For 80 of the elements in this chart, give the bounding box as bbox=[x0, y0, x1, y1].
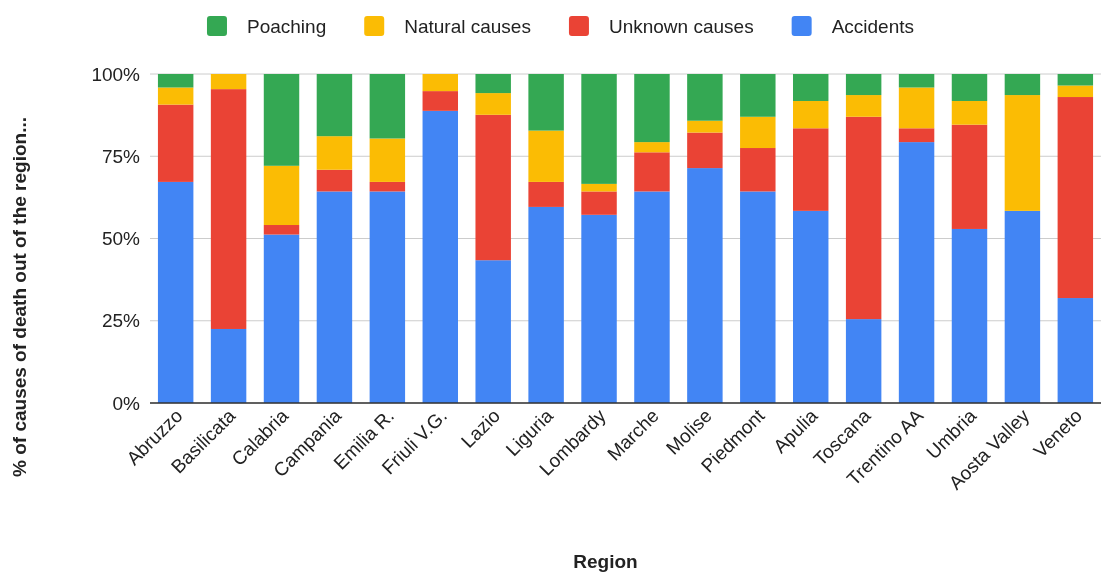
y-tick-label: 25% bbox=[101, 310, 141, 332]
bar bbox=[1057, 298, 1094, 403]
legend-label: Poaching bbox=[246, 16, 327, 37]
bar bbox=[157, 181, 194, 403]
bar bbox=[316, 169, 353, 192]
bar bbox=[793, 100, 829, 129]
bar bbox=[210, 328, 247, 403]
bar bbox=[898, 74, 935, 88]
bar bbox=[263, 165, 300, 226]
x-axis-title: Region bbox=[573, 551, 638, 572]
bar bbox=[1004, 95, 1041, 211]
bar bbox=[687, 132, 723, 169]
bar bbox=[369, 74, 406, 139]
legend-label: Accidents bbox=[831, 16, 915, 37]
bar bbox=[528, 130, 564, 182]
bar bbox=[793, 74, 829, 101]
bar bbox=[740, 74, 776, 117]
bar bbox=[1057, 97, 1094, 299]
bar bbox=[1057, 85, 1094, 98]
bar bbox=[1057, 74, 1094, 86]
y-tick-label: 75% bbox=[101, 145, 141, 167]
bar bbox=[369, 191, 406, 403]
bar bbox=[475, 93, 511, 115]
bar bbox=[369, 181, 406, 192]
bar bbox=[793, 128, 829, 211]
bar bbox=[951, 74, 988, 101]
bar bbox=[422, 110, 458, 403]
bar bbox=[528, 74, 564, 131]
bar bbox=[581, 183, 617, 192]
bar bbox=[898, 87, 935, 129]
bar bbox=[634, 152, 670, 192]
bar bbox=[951, 100, 988, 125]
bar bbox=[845, 74, 882, 96]
bar bbox=[951, 124, 988, 229]
bar bbox=[157, 104, 194, 182]
bar bbox=[475, 74, 511, 94]
bar bbox=[157, 74, 194, 88]
bar bbox=[263, 74, 300, 166]
y-tick-label: 100% bbox=[91, 63, 141, 85]
bar bbox=[687, 168, 723, 403]
bar bbox=[422, 91, 458, 111]
bar bbox=[581, 191, 617, 215]
bar bbox=[475, 260, 511, 403]
bar bbox=[634, 191, 670, 403]
bar bbox=[845, 95, 882, 117]
bar bbox=[210, 74, 247, 90]
bar bbox=[898, 128, 935, 143]
bar bbox=[581, 74, 617, 184]
legend-label: Unknown causes bbox=[608, 16, 754, 37]
bar bbox=[316, 136, 353, 170]
bar bbox=[740, 116, 776, 149]
bar bbox=[369, 138, 406, 182]
bar bbox=[634, 74, 670, 143]
bar bbox=[422, 74, 458, 92]
bar bbox=[1004, 210, 1041, 403]
bar bbox=[740, 191, 776, 403]
bar bbox=[687, 120, 723, 133]
bar bbox=[687, 74, 723, 121]
bar bbox=[793, 210, 829, 403]
bar bbox=[581, 214, 617, 403]
bar bbox=[316, 74, 353, 137]
y-tick-label: 0% bbox=[112, 392, 141, 414]
bar bbox=[528, 181, 564, 207]
bar bbox=[740, 148, 776, 192]
y-tick-label: 50% bbox=[101, 228, 141, 250]
bar bbox=[263, 234, 300, 403]
bar bbox=[1004, 74, 1041, 96]
bar bbox=[845, 116, 882, 320]
bar bbox=[951, 228, 988, 403]
legend-label: Natural causes bbox=[404, 16, 531, 37]
bar bbox=[263, 225, 300, 235]
bar bbox=[634, 142, 670, 153]
y-axis-title: % of causes of death out of the region... bbox=[9, 117, 30, 477]
bar bbox=[898, 142, 935, 403]
bar bbox=[316, 191, 353, 403]
bar bbox=[210, 89, 247, 329]
bar bbox=[157, 87, 194, 105]
bar bbox=[528, 206, 564, 403]
bar bbox=[845, 319, 882, 403]
bar bbox=[475, 114, 511, 261]
